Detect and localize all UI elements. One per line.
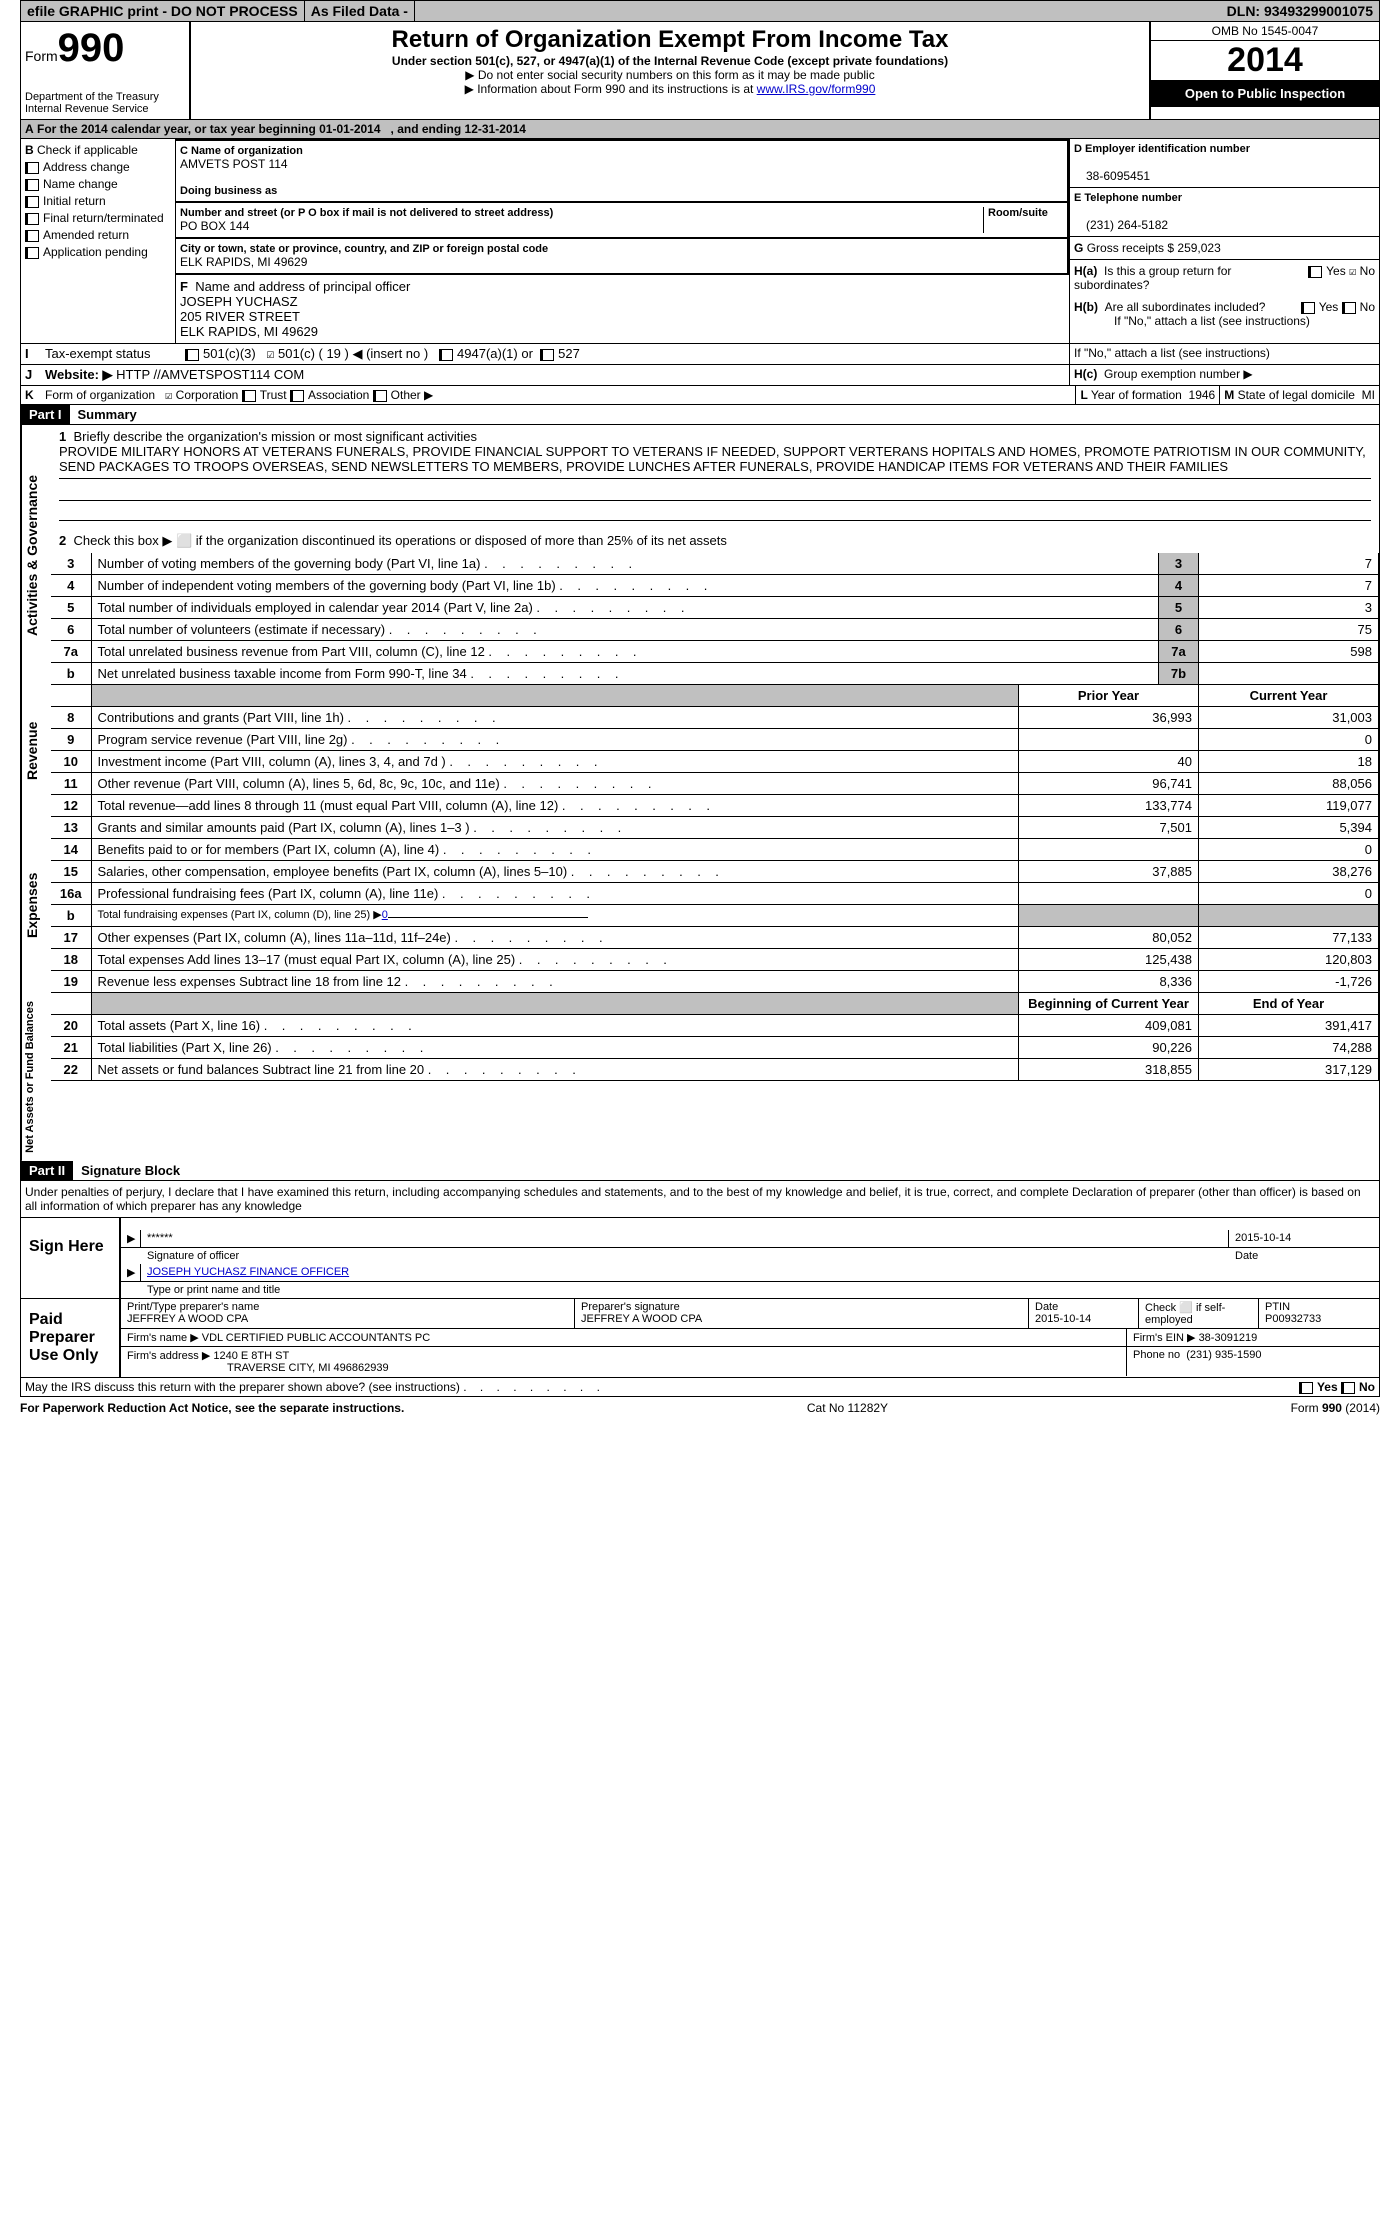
ein-label: D Employer identification number [1074, 143, 1375, 155]
gross-receipts: 259,023 [1177, 241, 1220, 255]
revenue-table: Prior YearCurrent Year8Contributions and… [51, 685, 1379, 817]
sidebar-expenses: Expenses [21, 817, 51, 993]
ein: 38-6095451 [1074, 169, 1375, 183]
row-a: A For the 2014 calendar year, or tax yea… [20, 120, 1380, 139]
section-bcd: B Check if applicable Address change Nam… [20, 139, 1380, 344]
officer-signature[interactable]: JOSEPH YUCHASZ FINANCE OFFICER [147, 1266, 349, 1278]
cb-pending[interactable]: Application pending [25, 245, 171, 259]
perjury-declaration: Under penalties of perjury, I declare th… [20, 1181, 1380, 1218]
tax-year: 2014 [1151, 41, 1379, 80]
ssn-note: ▶ Do not enter social security numbers o… [195, 68, 1145, 82]
row-k: K Form of organization ☑ Corporation Tru… [20, 386, 1380, 405]
sidebar-governance: Activities & Governance [21, 425, 51, 685]
dln: DLN: 93493299001075 [1221, 1, 1379, 21]
form-number: 990 [58, 26, 125, 70]
cb-amended[interactable]: Amended return [25, 228, 171, 242]
part1-header: Part ISummary [20, 405, 1380, 425]
hb-note: If "No," attach a list (see instructions… [1074, 314, 1375, 328]
footer: For Paperwork Reduction Act Notice, see … [20, 1397, 1380, 1419]
city: ELK RAPIDS, MI 49629 [180, 255, 1063, 269]
cb-final-return[interactable]: Final return/terminated [25, 211, 171, 225]
dba-label: Doing business as [180, 185, 1063, 197]
as-filed: As Filed Data - [305, 1, 415, 21]
expenses-table: 13Grants and similar amounts paid (Part … [51, 817, 1379, 993]
part2-header: Part IISignature Block [20, 1161, 1380, 1181]
gross-label: Gross receipts $ [1087, 241, 1174, 255]
website: HTTP //AMVETSPOST114 COM [116, 367, 304, 382]
org-name: AMVETS POST 114 [180, 157, 1063, 171]
street: PO BOX 144 [180, 219, 983, 233]
row-j: J Website: ▶ HTTP //AMVETSPOST114 COM H(… [20, 365, 1380, 386]
netassets-table: Beginning of Current YearEnd of Year20To… [51, 993, 1379, 1081]
cb-address-change[interactable]: Address change [25, 160, 171, 174]
irs-label: Internal Revenue Service [25, 103, 185, 115]
dept-treasury: Department of the Treasury [25, 91, 185, 103]
sidebar-netassets: Net Assets or Fund Balances [21, 993, 51, 1161]
row-i: I Tax-exempt status 501(c)(3) ☑ 501(c) (… [20, 344, 1380, 365]
street-label: Number and street (or P O box if mail is… [180, 207, 983, 219]
cb-initial-return[interactable]: Initial return [25, 194, 171, 208]
governance-table: 3Number of voting members of the governi… [51, 553, 1379, 685]
sign-here-block: Sign Here ▶ ****** 2015-10-14 Signature … [20, 1218, 1380, 1299]
form-subtitle: Under section 501(c), 527, or 4947(a)(1)… [195, 54, 1145, 68]
info-note: ▶ Information about Form 990 and its ins… [195, 82, 1145, 96]
form-word: Form [25, 48, 58, 64]
q2-text: Check this box ▶ ⬜ if the organization d… [73, 533, 726, 548]
officer-label: Name and address of principal officer [195, 279, 410, 294]
discuss-row: May the IRS discuss this return with the… [20, 1378, 1380, 1397]
form-header: Form990 Department of the Treasury Inter… [20, 22, 1380, 120]
phone: (231) 264-5182 [1074, 218, 1375, 232]
paid-preparer-block: Paid Preparer Use Only Print/Type prepar… [20, 1299, 1380, 1378]
top-bar: efile GRAPHIC print - DO NOT PROCESS As … [20, 0, 1380, 22]
room-label: Room/suite [988, 207, 1063, 219]
open-inspection: Open to Public Inspection [1151, 80, 1379, 107]
cb-name-change[interactable]: Name change [25, 177, 171, 191]
phone-label: E Telephone number [1074, 192, 1375, 204]
efile-notice: efile GRAPHIC print - DO NOT PROCESS [21, 1, 305, 21]
omb-number: OMB No 1545-0047 [1151, 22, 1379, 41]
form-title: Return of Organization Exempt From Incom… [195, 26, 1145, 54]
officer-street: 205 RIVER STREET [180, 309, 1065, 324]
officer-name: JOSEPH YUCHASZ [180, 294, 1065, 309]
irs-link[interactable]: www.IRS.gov/form990 [757, 82, 876, 96]
mission-text: PROVIDE MILITARY HONORS AT VETERANS FUNE… [59, 444, 1371, 479]
officer-city: ELK RAPIDS, MI 49629 [180, 324, 1065, 339]
sidebar-revenue: Revenue [21, 685, 51, 817]
org-name-label: C Name of organization [180, 145, 1063, 157]
city-label: City or town, state or province, country… [180, 243, 1063, 255]
